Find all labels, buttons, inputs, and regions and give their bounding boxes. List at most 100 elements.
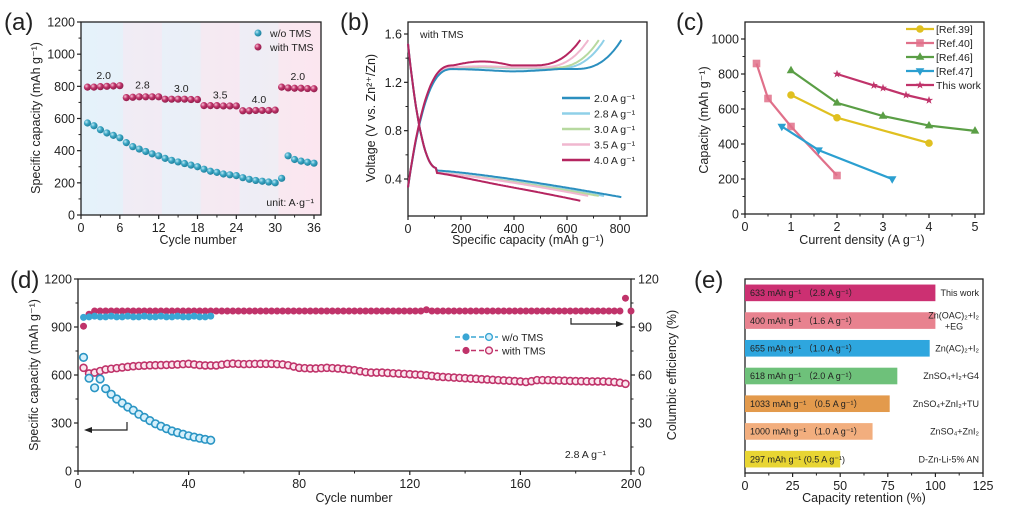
data-point (777, 123, 787, 132)
legend-marker-filled (462, 333, 470, 341)
data-point-efficiency-with-tms (306, 307, 314, 315)
x-tick-label: 0 (78, 221, 85, 235)
legend-label: [Ref.40] (936, 38, 973, 50)
rate-labels-a: 2.0 2.8 3.0 3.5 4.0 2.0 (96, 70, 305, 106)
data-point-efficiency-with-tms (279, 307, 287, 315)
data-point-efficiency-with-tms (229, 307, 237, 315)
x-tick-label: 400 (504, 222, 525, 236)
data-point-with-tms (116, 82, 124, 90)
data-point-wo-tms (271, 179, 279, 187)
data-point (924, 96, 934, 104)
y-tick-label: 0.8 (385, 124, 402, 138)
y-tick-label: 400 (54, 144, 75, 158)
data-point-efficiency-with-tms (378, 307, 386, 315)
data-point (833, 113, 841, 122)
data-point-efficiency-with-tms (572, 307, 580, 315)
data-point-efficiency-with-tms (162, 307, 170, 315)
panel-label-a: (a) (4, 9, 33, 36)
y-tick-label: 0 (65, 465, 72, 479)
y-axis-label-a: Specific capacity (mAh g⁻¹) (29, 42, 43, 194)
data-point-wo-tms (103, 129, 111, 137)
category-label: ZnSO₄+ZnI₂ (930, 427, 979, 437)
rate-band (278, 22, 321, 215)
data-point-with-tms (155, 93, 163, 101)
data-point-with-tms (129, 93, 137, 101)
x-axis-label-c: Current density (A g⁻¹) (799, 233, 924, 247)
y-tick-label: 0 (68, 209, 75, 223)
data-point-with-tms (206, 102, 215, 110)
rate-annotation-d: 2.8 A g⁻¹ (565, 449, 607, 461)
data-point-wo-tms (142, 147, 150, 156)
x-tick-label: 0 (742, 479, 749, 493)
legend-marker (915, 52, 925, 60)
axes-b: 0 200 400 600 800 0.4 0.8 1.2 1.6 (385, 21, 648, 236)
legend-label-wo-tms: w/o TMS (269, 28, 311, 40)
y-tick-label: 1.6 (385, 28, 402, 42)
data-point-with-tms (187, 95, 195, 104)
axes-a: 0 6 12 18 24 30 36 0 200 400 600 800 1000 1200 (47, 16, 322, 235)
data-point-wo-tms (168, 156, 176, 164)
data-point-efficiency-with-tms (467, 307, 475, 315)
data-point-efficiency-with-tms (245, 307, 253, 315)
category-label: This work (940, 288, 979, 298)
data-point-efficiency-with-tms (384, 307, 392, 315)
legend-marker (916, 39, 924, 47)
data-point (832, 98, 842, 106)
data-point (833, 171, 841, 180)
data-point-efficiency-wo-tms (201, 313, 209, 321)
data-point-with-tms (310, 85, 318, 93)
x-tick-label: 200 (451, 222, 472, 236)
data-point-with-tms (200, 102, 208, 110)
panel-c: (c) 0 1 2 3 4 5 0 200 400 600 800 1000 Current dens… (676, 9, 985, 247)
bar (745, 423, 873, 440)
data-point (752, 59, 761, 68)
marks-d (78, 294, 635, 445)
rate-label: 2.0 (96, 70, 111, 82)
data-point-efficiency-wo-tms (107, 312, 115, 320)
data-point (925, 139, 933, 147)
data-point-efficiency-wo-tms (85, 313, 93, 321)
data-point-efficiency-with-tms (317, 307, 325, 315)
y-tick-label: 1200 (47, 16, 75, 30)
x-tick-label: 18 (191, 221, 205, 235)
data-point-efficiency-wo-tms (140, 312, 148, 320)
data-point-with-tms (271, 106, 279, 114)
x-tick-label: 36 (307, 221, 321, 235)
data-point-efficiency-with-tms (522, 307, 530, 315)
data-point-capacity-wo-tms (84, 373, 94, 383)
data-point-with-tms (219, 102, 227, 110)
data-point-efficiency-wo-tms (91, 312, 99, 320)
rate-band (200, 22, 240, 215)
data-point-efficiency-with-tms (445, 307, 453, 315)
data-point-with-tms (168, 95, 176, 103)
data-point-efficiency-with-tms (91, 307, 99, 315)
data-point-efficiency-with-tms (240, 307, 248, 315)
data-point-wo-tms (174, 158, 182, 166)
legend-label: 2.8 A g⁻¹ (594, 109, 636, 121)
data-point-with-tms (180, 95, 189, 103)
data-point (869, 81, 878, 89)
bar (745, 367, 898, 385)
data-point-efficiency-with-tms (511, 307, 519, 315)
legend-label-with-tms: with TMS (269, 42, 314, 54)
data-point-efficiency-with-tms (96, 307, 104, 315)
data-point-efficiency-wo-tms (179, 313, 187, 321)
data-point-efficiency-with-tms (262, 307, 270, 315)
data-point-with-tms (252, 106, 260, 115)
category-label: ZnSO₄+ZnI₂+TU (913, 399, 979, 409)
charge-curve (407, 39, 582, 188)
data-point-with-tms (284, 84, 292, 92)
data-point-efficiency-with-tms (433, 307, 441, 315)
data-point-with-tms (161, 95, 169, 103)
y-tick-label: 800 (54, 80, 75, 94)
data-point-efficiency-wo-tms (168, 313, 176, 321)
marks-c (752, 59, 980, 184)
data-point-with-tms (83, 83, 92, 91)
data-point-efficiency-with-tms (157, 307, 165, 315)
data-point-wo-tms (213, 168, 221, 176)
x-tick-label: 12 (152, 221, 166, 235)
data-point-efficiency-with-tms (362, 307, 370, 315)
x-tick-label: 75 (881, 479, 895, 493)
